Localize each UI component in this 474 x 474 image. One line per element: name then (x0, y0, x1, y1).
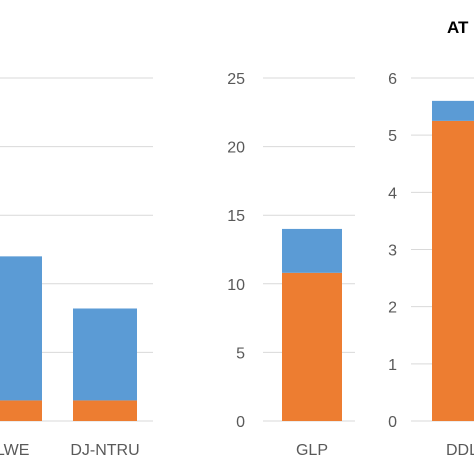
y-tick-label: 1 (388, 357, 397, 374)
y-tick-label: 20 (227, 140, 245, 157)
bar-segment (282, 272, 342, 421)
y-tick-label: 5 (388, 128, 397, 145)
bar-segment (282, 228, 342, 273)
y-tick-label: 5 (236, 345, 245, 362)
y-tick-label: 2 (388, 300, 397, 317)
y-tick-label: 25 (227, 71, 245, 88)
bar-segment (0, 256, 42, 401)
y-tick-label: 10 (227, 277, 245, 294)
bar-segment (73, 400, 137, 421)
bar-segment (73, 308, 137, 401)
y-tick-label: 15 (227, 208, 245, 225)
y-tick-label: 0 (388, 414, 397, 431)
y-tick-label: 3 (388, 243, 397, 260)
category-label: -LWE (0, 442, 29, 459)
y-tick-label: 4 (388, 185, 397, 202)
bar-segment (432, 120, 474, 421)
bar-segment (0, 400, 42, 421)
bar-segment (432, 100, 474, 121)
category-label: GLP (296, 442, 328, 459)
chart-title-fragment: AT (447, 18, 469, 37)
y-tick-label: 6 (388, 71, 397, 88)
y-tick-label: 0 (236, 414, 245, 431)
category-label: DJ-NTRU (70, 442, 139, 459)
category-label: DDL (446, 442, 474, 459)
